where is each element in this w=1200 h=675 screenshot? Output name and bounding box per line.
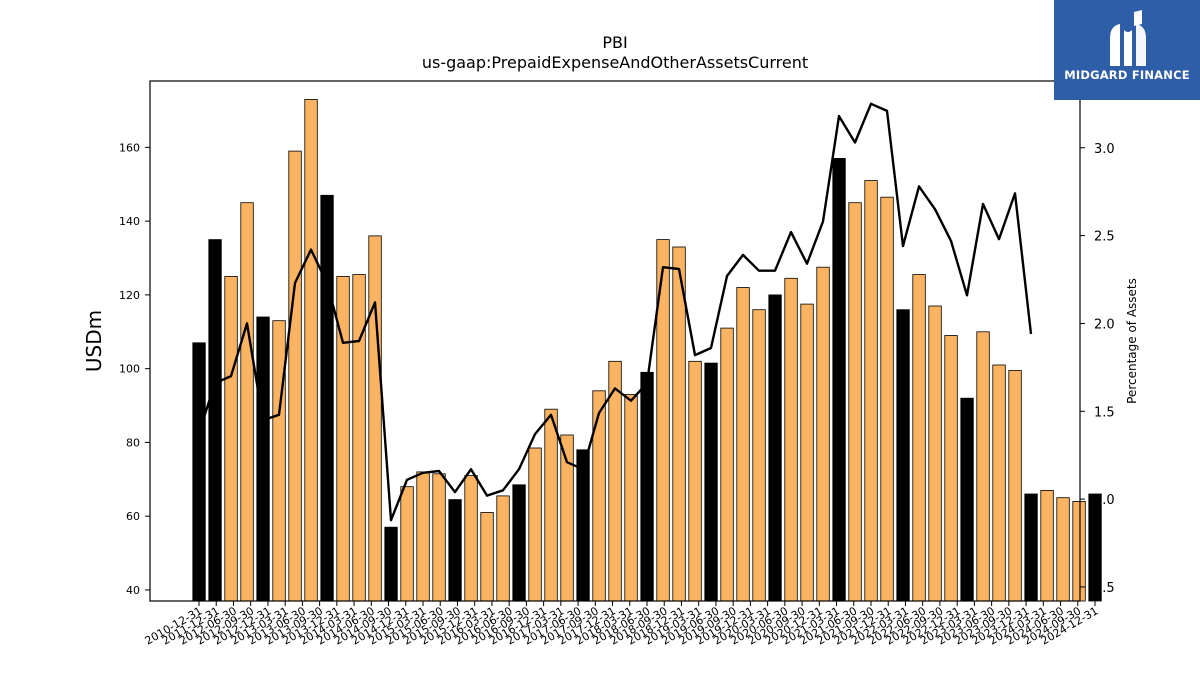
y-axis-label-left: USDm xyxy=(82,310,106,372)
y-right-tick-label: 1.0 xyxy=(1094,493,1115,508)
bar xyxy=(224,276,238,602)
bar xyxy=(592,390,606,602)
y-tick-label: 160 xyxy=(119,141,140,154)
bar xyxy=(304,99,318,602)
bar xyxy=(608,360,622,602)
y-tick-label: 120 xyxy=(119,289,140,302)
y-right-tick-label: 1.5 xyxy=(1094,405,1115,420)
logo-mark-icon xyxy=(1110,10,1146,66)
bar xyxy=(896,309,910,602)
bar xyxy=(256,316,270,602)
bar xyxy=(320,194,334,602)
line-series xyxy=(197,102,1033,522)
bar xyxy=(800,303,814,602)
bar xyxy=(1056,497,1070,602)
y-tick-label: 140 xyxy=(119,215,140,228)
bar xyxy=(288,150,302,602)
y-right-tick-label: 3.0 xyxy=(1094,142,1115,157)
bar xyxy=(880,196,894,602)
axes xyxy=(149,80,1081,602)
bar xyxy=(960,397,974,602)
bar xyxy=(240,202,254,602)
bar xyxy=(368,235,382,602)
y-axis-label-right: Percentage of Assets xyxy=(1125,278,1139,404)
bar xyxy=(784,277,798,602)
y-tick-label: 40 xyxy=(126,584,140,597)
y-right-tick-label: 2.5 xyxy=(1094,230,1115,245)
bar xyxy=(1024,493,1038,602)
y-tick-label: 60 xyxy=(126,510,140,523)
bar xyxy=(704,362,718,602)
chart-title: PBI xyxy=(602,33,627,52)
bar xyxy=(576,449,590,602)
line-path xyxy=(197,102,1033,522)
bar xyxy=(832,157,846,602)
bar xyxy=(640,371,654,602)
bar xyxy=(272,320,286,602)
bar xyxy=(720,327,734,602)
y-tick-label: 100 xyxy=(119,363,140,376)
bar xyxy=(992,364,1006,602)
bar xyxy=(1040,489,1054,602)
bar xyxy=(208,239,222,602)
y-right-tick-label: 0.5 xyxy=(1094,581,1115,596)
bar xyxy=(384,526,398,602)
bar xyxy=(688,360,702,602)
brand-logo: MIDGARD FINANCE xyxy=(1054,0,1200,100)
bar xyxy=(944,335,958,602)
bar xyxy=(512,484,526,602)
bar-series xyxy=(192,99,1102,602)
bar xyxy=(752,309,766,602)
y-axis-left: 40 60 80 100 120 140 160 xyxy=(119,141,150,597)
y-axis-right: 0.5 1.0 1.5 2.0 2.5 3.0 xyxy=(1080,142,1115,596)
chart-subtitle: us-gaap:PrepaidExpenseAndOtherAssetsCurr… xyxy=(422,53,808,72)
bar xyxy=(976,331,990,602)
bar xyxy=(480,512,494,602)
bar xyxy=(768,294,782,602)
bar xyxy=(1072,500,1086,602)
bar xyxy=(848,202,862,602)
bar xyxy=(736,287,750,602)
bar xyxy=(448,499,462,602)
bar xyxy=(1008,370,1022,602)
bar xyxy=(624,394,638,602)
y-tick-label: 80 xyxy=(126,436,140,449)
bar xyxy=(432,473,446,602)
bar xyxy=(192,342,206,602)
plot-frame xyxy=(149,80,1081,602)
bar xyxy=(912,274,926,602)
bar xyxy=(672,246,686,602)
bar xyxy=(496,495,510,602)
bar xyxy=(816,266,830,602)
logo-text: MIDGARD FINANCE xyxy=(1064,68,1190,82)
y-right-tick-label: 2.0 xyxy=(1094,317,1115,332)
bar xyxy=(928,305,942,602)
x-axis: 2010-12-312011-12-312012-06-302012-09-30… xyxy=(143,601,1101,648)
bar xyxy=(544,408,558,602)
bar xyxy=(352,274,366,602)
bar xyxy=(416,471,430,602)
bar xyxy=(864,180,878,602)
bar xyxy=(400,486,414,602)
bar xyxy=(464,475,478,602)
bar xyxy=(528,447,542,602)
